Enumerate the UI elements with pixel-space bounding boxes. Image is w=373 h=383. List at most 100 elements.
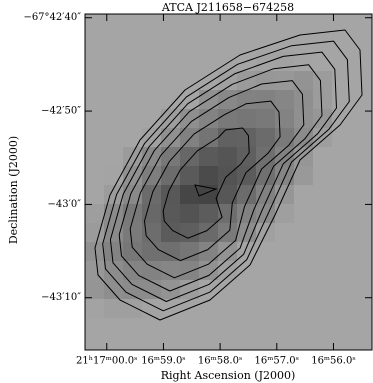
image-pixel xyxy=(313,185,332,204)
image-pixel xyxy=(332,204,351,223)
image-pixel xyxy=(237,280,256,299)
image-pixel xyxy=(123,128,142,147)
image-pixel xyxy=(104,90,123,109)
image-pixel xyxy=(180,166,199,185)
image-pixel xyxy=(294,204,313,223)
image-pixel xyxy=(237,299,256,318)
x-tick-label: 16ᵐ56.0ˢ xyxy=(311,356,356,367)
image-pixel xyxy=(313,280,332,299)
image-pixel xyxy=(123,14,142,33)
image-pixel xyxy=(351,223,370,242)
image-pixel xyxy=(351,299,370,318)
x-tick-label: 16ᵐ59.0ˢ xyxy=(141,356,186,367)
image-pixel xyxy=(351,337,370,350)
image-pixel xyxy=(180,33,199,52)
image-pixel xyxy=(294,14,313,33)
image-pixel xyxy=(142,14,161,33)
x-tick-label: 16ᵐ58.0ˢ xyxy=(198,356,243,367)
image-pixel xyxy=(332,299,351,318)
y-tick-label: −42′50″ xyxy=(41,106,81,117)
image-pixel xyxy=(351,318,370,337)
image-pixel xyxy=(351,242,370,261)
image-pixel xyxy=(218,318,237,337)
image-pixel xyxy=(142,52,161,71)
image-pixel xyxy=(218,90,237,109)
image-pixel xyxy=(161,147,180,166)
image-pixel xyxy=(256,337,275,350)
image-pixel xyxy=(332,185,351,204)
image-pixel xyxy=(275,128,294,147)
image-pixel xyxy=(256,90,275,109)
image-pixel xyxy=(275,261,294,280)
image-pixel xyxy=(123,147,142,166)
image-pixel xyxy=(237,337,256,350)
image-pixel xyxy=(85,147,104,166)
image-pixel xyxy=(123,71,142,90)
image-pixel xyxy=(237,14,256,33)
image-pixel xyxy=(123,223,142,242)
image-pixel xyxy=(123,109,142,128)
image-pixel xyxy=(351,204,370,223)
image-pixel xyxy=(237,318,256,337)
image-pixel xyxy=(275,223,294,242)
image-pixel xyxy=(180,337,199,350)
image-pixel xyxy=(294,166,313,185)
image-pixel xyxy=(313,166,332,185)
image-pixel xyxy=(256,280,275,299)
image-pixel xyxy=(313,242,332,261)
image-pixel xyxy=(142,261,161,280)
image-pixel xyxy=(351,185,370,204)
image-pixel xyxy=(218,337,237,350)
image-pixel xyxy=(313,14,332,33)
image-pixel xyxy=(104,299,123,318)
image-pixel xyxy=(256,128,275,147)
image-pixel xyxy=(332,128,351,147)
image-pixel xyxy=(123,185,142,204)
image-pixel xyxy=(85,242,104,261)
image-pixel xyxy=(199,147,218,166)
image-pixel xyxy=(199,204,218,223)
image-pixel xyxy=(123,33,142,52)
image-pixel xyxy=(123,90,142,109)
x-axis-label: Right Ascension (J2000) xyxy=(161,369,296,382)
chart: ATCA J211658−674258 Right Ascension (J20… xyxy=(0,0,373,383)
image-pixel xyxy=(275,299,294,318)
y-tick-label: −43′10″ xyxy=(41,292,81,303)
image-pixel xyxy=(294,90,313,109)
x-tick-label: 21ʰ17ᵐ00.0ˢ xyxy=(76,356,138,367)
image-pixel xyxy=(275,280,294,299)
image-pixel xyxy=(294,337,313,350)
image-pixel xyxy=(218,109,237,128)
image-pixel xyxy=(332,147,351,166)
image-pixel xyxy=(218,14,237,33)
image-pixel xyxy=(351,14,370,33)
image-pixel xyxy=(351,261,370,280)
image-pixel xyxy=(85,337,104,350)
image-pixel xyxy=(256,261,275,280)
image-pixel xyxy=(180,147,199,166)
image-pixel xyxy=(313,204,332,223)
image-pixel xyxy=(294,223,313,242)
image-pixel xyxy=(332,280,351,299)
image-pixel xyxy=(85,204,104,223)
image-pixel xyxy=(142,185,161,204)
image-pixel xyxy=(104,280,123,299)
image-pixel xyxy=(180,14,199,33)
image-pixel xyxy=(218,52,237,71)
x-tick-label: 16ᵐ57.0ˢ xyxy=(255,356,300,367)
image-pixel xyxy=(199,299,218,318)
image-pixel xyxy=(256,318,275,337)
image-pixel xyxy=(218,147,237,166)
image-pixel xyxy=(85,299,104,318)
image-pixel xyxy=(351,147,370,166)
image-pixel xyxy=(104,52,123,71)
image-pixel xyxy=(294,280,313,299)
image-pixel xyxy=(332,318,351,337)
image-pixel xyxy=(275,242,294,261)
image-pixel xyxy=(85,280,104,299)
image-pixel xyxy=(161,242,180,261)
image-pixel xyxy=(199,166,218,185)
image-pixel xyxy=(199,52,218,71)
image-pixel xyxy=(199,33,218,52)
image-pixel xyxy=(142,33,161,52)
